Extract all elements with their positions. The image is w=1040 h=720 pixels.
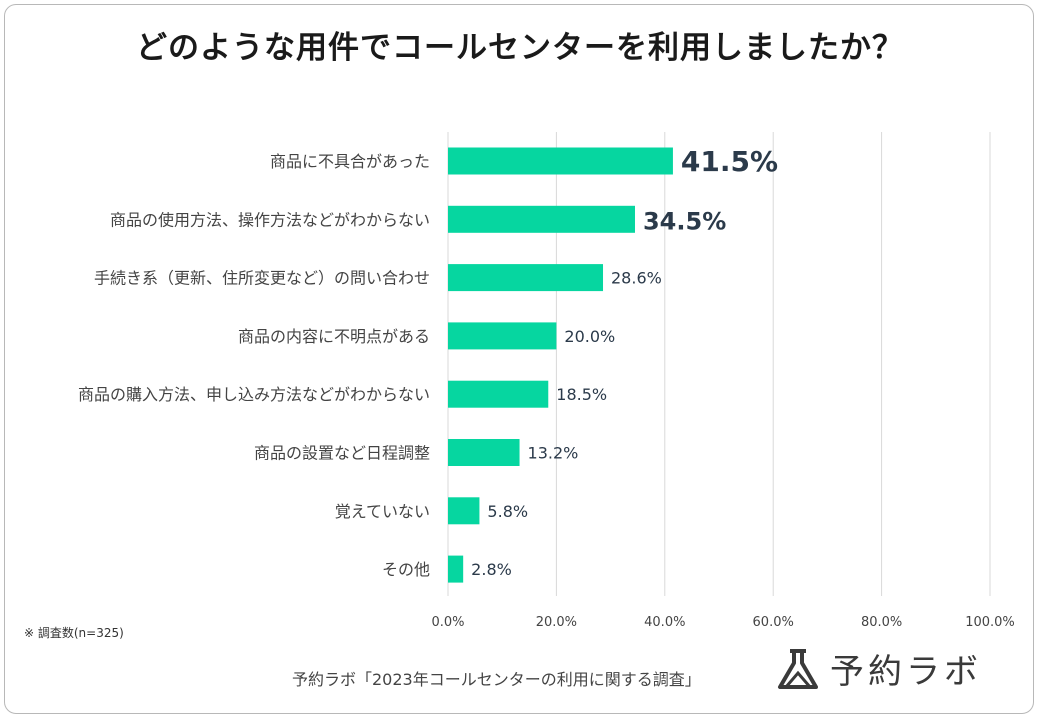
value-label: 13.2% [528,444,579,463]
brand-logo: 予約ラボ [776,644,982,693]
source-caption: 予約ラボ「2023年コールセンターの利用に関する調査」 [292,670,701,689]
bar [448,322,557,350]
category-label: 商品の設置など日程調整 [254,444,430,463]
x-tick-label: 20.0% [536,615,577,630]
category-label: 商品の内容に不明点がある [238,327,430,346]
bar [448,497,480,525]
category-label: 商品に不具合があった [270,152,430,171]
value-label: 5.8% [487,502,528,521]
bar [448,264,604,292]
bar [448,439,520,466]
logo-text: 予約ラボ [830,652,982,692]
card-frame [4,4,1034,714]
category-label: 商品の購入方法、申し込み方法などがわからない [78,385,430,404]
category-label: その他 [382,560,430,579]
x-tick-label: 80.0% [861,615,902,630]
bar [448,555,464,583]
bar [448,205,635,233]
x-tick-label: 40.0% [644,615,685,630]
value-label: 41.5% [681,145,778,178]
value-label: 20.0% [564,327,615,346]
bar [448,380,549,408]
category-label: 覚えていない [335,502,430,521]
value-label: 2.8% [471,560,512,579]
bar [448,147,673,175]
category-label: 商品の使用方法、操作方法などがわからない [110,210,430,229]
category-label: 手続き系（更新、住所変更など）の問い合わせ [94,269,430,288]
value-label: 28.6% [611,269,662,288]
chart-title: どのような用件でコールセンターを利用しましたか？ [136,30,904,66]
x-tick-label: 0.0% [431,615,464,630]
x-tick-label: 60.0% [753,615,794,630]
sample-size-note: ※ 調査数(n=325) [24,626,124,640]
value-label: 18.5% [556,385,607,404]
flask-icon [778,648,818,689]
x-tick-label: 100.0% [965,615,1015,630]
value-label: 34.5% [643,207,726,235]
